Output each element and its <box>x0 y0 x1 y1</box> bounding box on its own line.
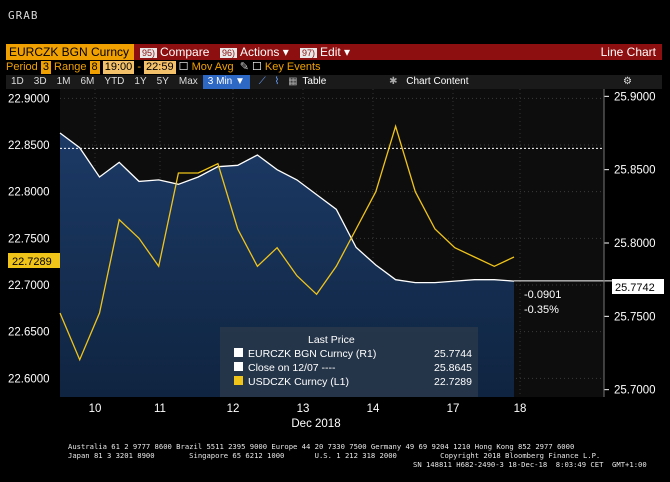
gear-icon[interactable]: ⚙ <box>623 76 632 87</box>
usdczk-line <box>59 124 515 362</box>
legend-title: Last Price <box>308 334 355 346</box>
compare-label: Compare <box>160 45 210 59</box>
zoom-button-6m[interactable]: 6M <box>80 76 95 87</box>
table-icon[interactable]: ▦ <box>288 76 298 87</box>
legend-box: Last Price EURCZK BGN Curncy (R1) 25.7744… <box>220 327 478 397</box>
footer-line-1: Australia 61 2 9777 8600 Brazil 5511 239… <box>68 442 575 451</box>
draw-icon[interactable]: ⌇ <box>274 76 280 87</box>
right-tick-label: 25.9000 <box>614 91 656 103</box>
legend-background <box>220 327 478 397</box>
compare-num: 95) <box>140 48 158 58</box>
x-tick-label: 13 <box>297 403 310 415</box>
edit-label: Edit <box>320 45 341 59</box>
legend-value: 25.8645 <box>434 362 472 374</box>
legend-swatch <box>234 376 243 385</box>
zoom-bar: 1D 3D 1M 6M YTD 1Y 5Y Max 3 Min ▼ ⟋ ⌇ ▦ Table ✱ … <box>6 75 662 89</box>
zoom-button-3d[interactable]: 3D <box>33 76 47 87</box>
x-tick-label: 18 <box>514 403 527 415</box>
zoom-button-1y[interactable]: 1Y <box>134 76 147 87</box>
left-last-value: 22.7289 <box>12 256 52 268</box>
legend-label: USDCZK Curncy (L1) <box>248 376 349 388</box>
right-tick-label: 25.7000 <box>614 385 656 397</box>
x-tick-label: 14 <box>367 403 380 415</box>
eurczk-line <box>59 132 515 284</box>
left-tick-label: 22.6000 <box>8 373 50 385</box>
edit-num: 97) <box>300 48 318 58</box>
legend-value: 25.7744 <box>434 348 472 360</box>
right-last-value: 25.7742 <box>615 282 655 294</box>
right-last-badge <box>612 279 664 294</box>
edit-menu[interactable]: 97) Edit ▾ <box>300 44 350 60</box>
mov-avg-label: Mov Avg <box>191 61 234 73</box>
right-tick-label: 25.8500 <box>614 165 656 177</box>
legend-swatch <box>234 348 243 357</box>
interval-label: 3 Min <box>207 76 233 87</box>
time-from-input[interactable]: 19:00 <box>102 61 135 74</box>
interval-select[interactable]: 3 Min ▼ <box>202 75 250 89</box>
chart-content-button[interactable]: Chart Content <box>406 76 469 87</box>
zoom-button-1d[interactable]: 1D <box>11 76 24 87</box>
chart-type-label[interactable]: Line Chart <box>600 45 656 59</box>
right-tick-label: 25.7500 <box>614 311 656 323</box>
pencil-icon[interactable]: ✎ <box>239 61 249 73</box>
range-label: Range <box>54 61 87 73</box>
checkbox-icon[interactable]: ☐ <box>251 61 262 73</box>
x-tick-label: 10 <box>89 403 102 415</box>
table-button[interactable]: Table <box>302 76 327 87</box>
left-tick-label: 22.7500 <box>8 233 50 245</box>
footer-line-3: SN 148811 H682-2490-3 18-Dec-18 8:03:49 … <box>413 460 647 469</box>
footer: Australia 61 2 9777 8600 Brazil 5511 239… <box>68 442 647 469</box>
period-label: Period <box>6 61 38 73</box>
time-to-input[interactable]: 22:59 <box>144 61 176 74</box>
range-input[interactable]: 8 <box>89 61 100 74</box>
actions-menu[interactable]: 96) Actions ▾ <box>220 44 289 60</box>
ticker-field[interactable]: EURCZK BGN Curncy <box>6 44 134 60</box>
dropdown-arrow-icon: ▾ <box>344 45 351 59</box>
compare-menu[interactable]: 95) Compare <box>140 44 209 60</box>
left-tick-label: 22.8000 <box>8 187 50 199</box>
legend-value: 22.7289 <box>434 376 472 388</box>
x-tick-label: 11 <box>154 403 166 415</box>
settings-bar: Period 3 Range 8 19:00 - 22:59 ☐ Mov Avg… <box>6 61 321 74</box>
left-tick-label: 22.8500 <box>8 140 50 152</box>
line-chart-icon[interactable]: ⟋ <box>258 76 266 87</box>
key-events-label: Key Events <box>264 61 321 73</box>
period-input[interactable]: 3 <box>40 61 51 74</box>
zoom-button-ytd[interactable]: YTD <box>104 76 125 87</box>
grab-label: GRAB <box>8 9 39 22</box>
left-tick-label: 22.6500 <box>8 327 50 339</box>
zoom-button-5y[interactable]: 5Y <box>156 76 169 87</box>
change-pct: -0.35% <box>524 304 559 316</box>
right-tick-label: 25.8000 <box>614 238 656 250</box>
x-tick-label: 17 <box>447 403 460 415</box>
actions-num: 96) <box>220 48 238 58</box>
legend-label: Close on 12/07 ---- <box>248 362 336 374</box>
zoom-button-1m[interactable]: 1M <box>56 76 71 87</box>
chart-area: 22.9000 22.8500 22.8000 22.7500 22.7000 22.65… <box>8 89 664 430</box>
zoom-button-max[interactable]: Max <box>178 76 198 87</box>
settings-small-icon[interactable]: ✱ <box>389 76 398 87</box>
legend-swatch <box>234 362 243 371</box>
change-abs: -0.0901 <box>524 289 561 301</box>
toolbar <box>6 44 662 60</box>
checkbox-icon[interactable]: ☐ <box>178 61 189 73</box>
x-tick-label: 12 <box>227 403 240 415</box>
left-last-badge <box>8 253 60 268</box>
legend-label: EURCZK BGN Curncy (R1) <box>248 348 376 360</box>
footer-line-2: Japan 81 3 3201 8900 Singapore 65 6212 1… <box>68 451 601 460</box>
left-tick-label: 22.9000 <box>8 93 50 105</box>
x-axis-sublabel: Dec 2018 <box>291 418 340 430</box>
dropdown-arrow-icon: ▾ <box>282 45 289 59</box>
dash: - <box>137 61 141 73</box>
left-tick-label: 22.7000 <box>8 280 50 292</box>
actions-label: Actions <box>240 45 280 59</box>
